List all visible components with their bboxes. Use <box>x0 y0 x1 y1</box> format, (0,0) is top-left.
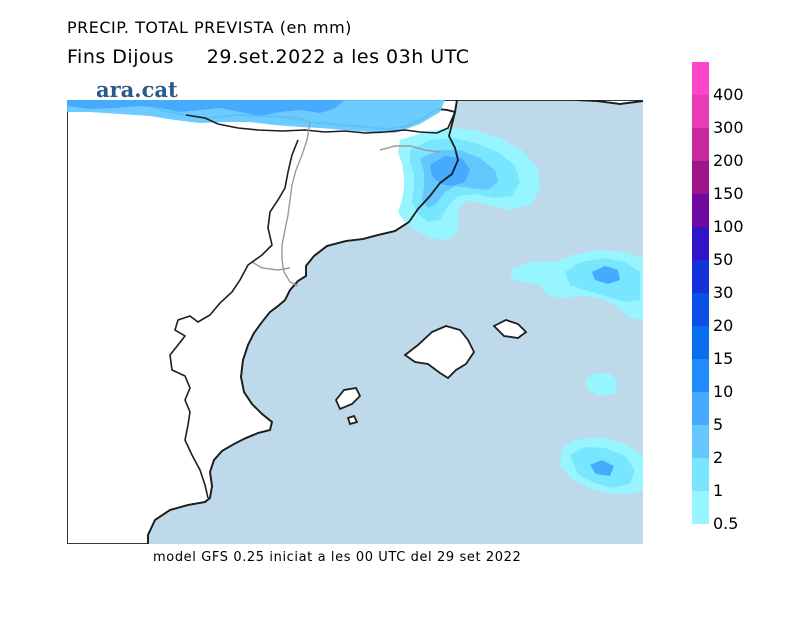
legend-swatch-150 <box>692 161 709 194</box>
legend-swatch-30 <box>692 260 709 293</box>
legend-label-300: 300 <box>713 118 744 137</box>
legend-colorbar <box>692 62 709 524</box>
legend-swatch-5 <box>692 392 709 425</box>
legend-label-1: 1 <box>713 481 723 500</box>
model-run-caption: model GFS 0.25 iniciat a les 00 UTC del … <box>153 550 521 565</box>
legend-label-100: 100 <box>713 217 744 236</box>
legend-label-20: 20 <box>713 316 733 335</box>
ara-cat-logo: ara.cat <box>96 77 178 102</box>
legend-swatch-300 <box>692 95 709 128</box>
legend-swatch-2 <box>692 425 709 458</box>
legend-label-0.5: 0.5 <box>713 514 738 533</box>
legend-swatch-20 <box>692 293 709 326</box>
legend-swatch-200 <box>692 128 709 161</box>
legend-swatch-100 <box>692 194 709 227</box>
legend-label-150: 150 <box>713 184 744 203</box>
legend-swatch-10 <box>692 359 709 392</box>
legend-label-30: 30 <box>713 283 733 302</box>
legend-swatch-400 <box>692 62 709 95</box>
legend-label-400: 400 <box>713 85 744 104</box>
legend-label-10: 10 <box>713 382 733 401</box>
legend-label-15: 15 <box>713 349 733 368</box>
legend-label-200: 200 <box>713 151 744 170</box>
legend-swatch-0.5 <box>692 491 709 524</box>
legend-label-50: 50 <box>713 250 733 269</box>
legend-swatch-1 <box>692 458 709 491</box>
legend-label-5: 5 <box>713 415 723 434</box>
legend-swatch-50 <box>692 227 709 260</box>
legend-swatch-15 <box>692 326 709 359</box>
legend-label-2: 2 <box>713 448 723 467</box>
